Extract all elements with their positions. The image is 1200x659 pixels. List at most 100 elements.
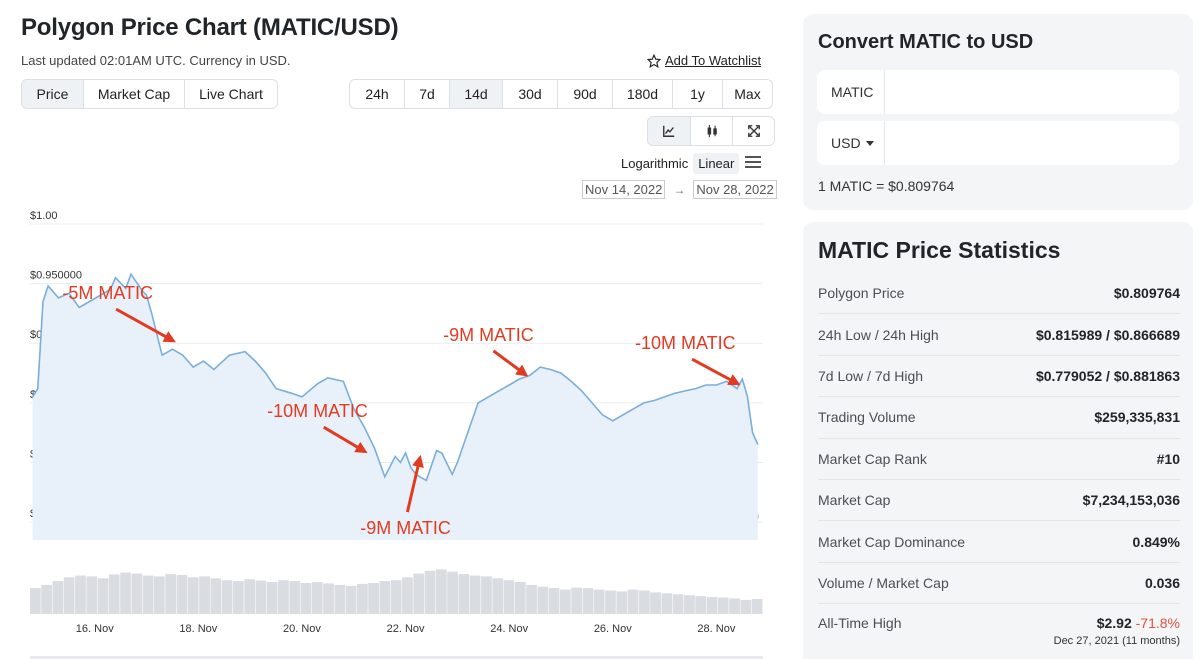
stat-label: 7d Low / 7d High (818, 367, 924, 384)
volume-bar (86, 576, 98, 614)
annotation-arrow (405, 462, 421, 513)
volume-bar (593, 589, 605, 614)
fullscreen-button[interactable] (732, 117, 774, 145)
volume-bar (436, 569, 447, 614)
chart-type-toggle (647, 116, 775, 146)
stat-label: Trading Volume (818, 409, 916, 426)
volume-bar (706, 597, 718, 614)
y-tick-label: $0.950000 (30, 270, 82, 282)
volume-bar (289, 581, 301, 614)
conversion-rate: 1 MATIC = $0.809764 (818, 178, 955, 194)
range-90d[interactable]: 90d (557, 80, 612, 108)
stat-row: Market Cap $7,234,153,036 (818, 480, 1180, 522)
page-title: Polygon Price Chart (MATIC/USD) (21, 14, 399, 41)
price-chart[interactable]: $1.00$0.950000$0.900000$0.850000$0.80000… (0, 205, 800, 659)
tab-price[interactable]: Price (22, 80, 83, 108)
range-180d[interactable]: 180d (612, 80, 672, 108)
date-from-input[interactable]: Nov 14, 2022 (582, 180, 666, 199)
add-to-watchlist-link[interactable]: Add To Watchlist (647, 53, 761, 68)
arrow-right-icon: → (673, 182, 686, 197)
range-max[interactable]: Max (722, 80, 772, 108)
view-tabs: Price Market Cap Live Chart (21, 79, 278, 109)
stat-row: 7d Low / 7d High $0.779052 / $0.881863 (818, 356, 1180, 398)
from-amount-input[interactable] (885, 70, 1179, 114)
tab-live-chart[interactable]: Live Chart (184, 80, 277, 108)
candlestick-button[interactable] (690, 117, 732, 145)
volume-bar (560, 589, 571, 614)
volume-bar (458, 574, 470, 614)
volume-bar (255, 580, 267, 614)
volume-bar (402, 577, 413, 614)
range-1y[interactable]: 1y (672, 80, 722, 108)
volume-bar (627, 589, 639, 614)
ath-date: Dec 27, 2021 (11 months) (1053, 635, 1180, 648)
date-to-input[interactable]: Nov 28, 2022 (693, 180, 777, 199)
annotation-arrowhead (354, 441, 368, 454)
x-tick-label: 18. Nov (179, 623, 217, 635)
annotation-arrow (115, 307, 170, 340)
tab-market-cap[interactable]: Market Cap (83, 80, 184, 108)
volume-bar (526, 584, 537, 614)
volume-bar (390, 580, 402, 614)
volume-bar (582, 588, 594, 614)
to-currency-row: USD (817, 121, 1179, 165)
volume-bar (684, 595, 695, 614)
volume-bar (357, 583, 368, 614)
stat-row: Volume / Market Cap 0.036 (818, 563, 1180, 605)
volume-bar (503, 580, 515, 614)
range-24h[interactable]: 24h (365, 86, 389, 102)
volume-bar (154, 576, 165, 614)
range-30d[interactable]: 30d (502, 80, 557, 108)
annotation-label: -9M MATIC (360, 518, 451, 538)
volume-bar (187, 577, 199, 614)
range-7d[interactable]: 7d (404, 80, 449, 108)
annotation-label: -9M MATIC (443, 325, 534, 345)
annotation-label: -10M MATIC (635, 333, 736, 353)
scale-toggle: Logarithmic Linear (616, 153, 740, 174)
stat-value: 0.849% (1132, 533, 1180, 550)
volume-bar (413, 573, 425, 614)
volume-bar (244, 579, 255, 614)
watchlist-label: Add To Watchlist (665, 53, 762, 68)
date-range: Nov 14, 2022 → Nov 28, 2022 (582, 180, 777, 199)
volume-bar (447, 571, 458, 614)
volume-bar (639, 590, 650, 614)
stat-value: $0.809764 (1113, 285, 1180, 302)
volume-bar (672, 594, 684, 614)
to-amount-input[interactable] (885, 121, 1179, 165)
volume-bar (75, 575, 86, 614)
line-chart-button[interactable] (648, 117, 690, 145)
x-tick-label: 24. Nov (490, 623, 528, 635)
annotation-arrow (691, 357, 735, 383)
volume-bar (97, 578, 109, 614)
stat-label: Market Cap Rank (818, 450, 927, 467)
volume-bar (165, 574, 176, 614)
volume-bar (514, 582, 526, 614)
scale-logarithmic[interactable]: Logarithmic (621, 156, 689, 171)
scale-linear[interactable]: Linear (693, 153, 740, 174)
volume-bar (571, 587, 582, 614)
stat-row: Trading Volume $259,335,831 (818, 397, 1180, 439)
star-icon (647, 53, 661, 68)
volume-bar (616, 591, 628, 614)
volume-bar (30, 588, 41, 614)
stat-value: $7,234,153,036 (1082, 492, 1180, 509)
last-updated-text: Last updated 02:01AM UTC. Currency in US… (21, 53, 291, 68)
stats-list: Polygon Price $0.809764 24h Low / 24h Hig… (818, 273, 1180, 659)
volume-bar (300, 583, 312, 614)
stat-row: Market Cap Rank #10 (818, 439, 1180, 480)
x-tick-label: 20. Nov (283, 623, 321, 635)
to-currency-select[interactable]: USD (817, 121, 885, 165)
range-14d[interactable]: 14d (449, 80, 502, 108)
volume-bar (379, 581, 391, 614)
convert-panel: Convert MATIC to USD MATIC USD 1 MATIC =… (803, 14, 1193, 210)
volume-bar (605, 590, 616, 614)
stats-title: MATIC Price Statistics (818, 237, 1061, 263)
volume-bar (481, 576, 492, 614)
to-currency-label: USD (831, 135, 861, 151)
annotation-arrowhead (412, 454, 424, 468)
chart-menu-icon[interactable] (745, 156, 761, 170)
x-tick-label: 22. Nov (387, 623, 425, 635)
stat-label: Volume / Market Cap (818, 574, 949, 591)
stats-panel: MATIC Price Statistics Polygon Price $0.8… (803, 222, 1193, 659)
